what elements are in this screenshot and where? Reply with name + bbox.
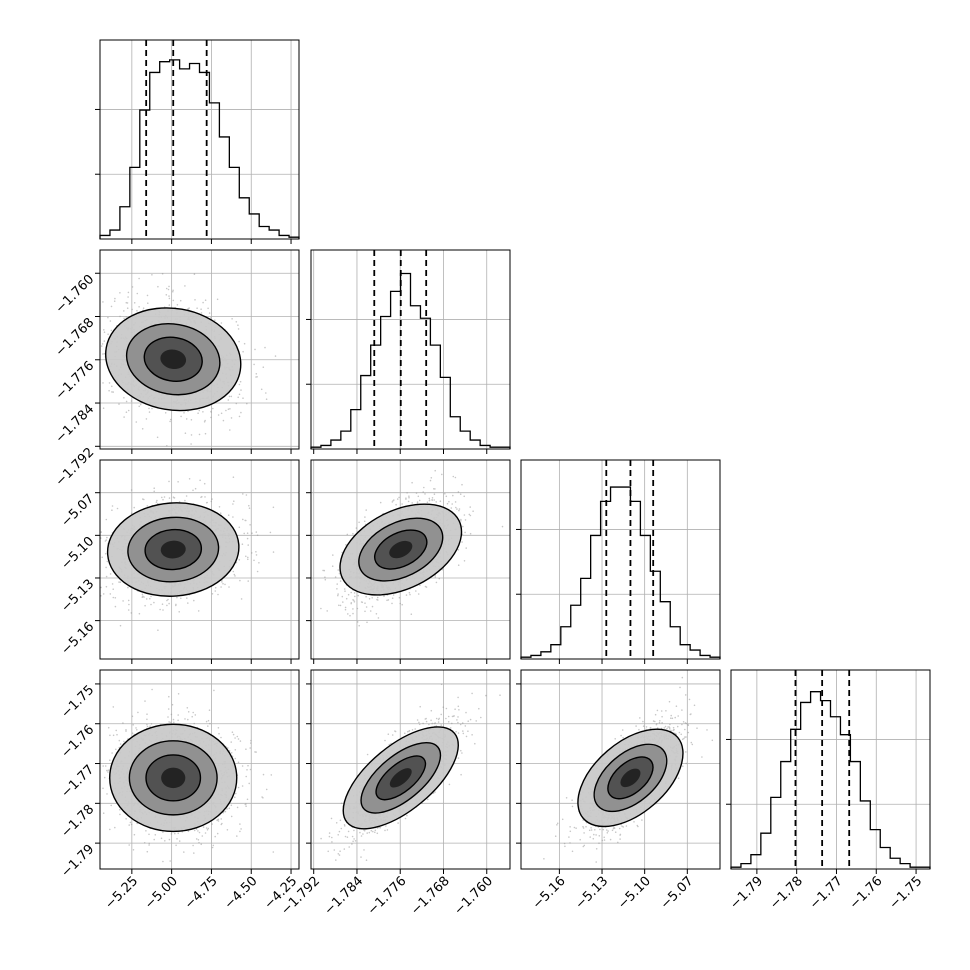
- y-tick-label: −1.792: [53, 445, 98, 490]
- x-tick-label: −5.25: [102, 874, 141, 913]
- panel-frame: [99, 459, 300, 660]
- density-contour: [360, 741, 442, 814]
- panel-frame: [99, 39, 300, 240]
- density-contour: [143, 336, 203, 382]
- x-tick-label: −4.75: [182, 874, 221, 913]
- panel-frame: [310, 669, 511, 870]
- panel-frame: [310, 459, 511, 660]
- density-contour: [106, 502, 240, 597]
- panel-frame: [520, 669, 721, 870]
- x-tick-label: −1.760: [451, 874, 496, 919]
- scatter-3-2: [320, 469, 504, 627]
- x-tick-label: −1.77: [807, 874, 846, 913]
- x-tick-label: −5.00: [142, 874, 181, 913]
- y-tick-label: −1.760: [53, 272, 98, 317]
- density-fill: [160, 349, 187, 370]
- density-contour: [374, 529, 428, 570]
- density-fill: [160, 540, 186, 559]
- density-contour: [577, 728, 684, 828]
- scatter-4-1: [100, 688, 275, 863]
- density-fill: [620, 768, 641, 788]
- y-tick-label: −5.07: [59, 491, 98, 530]
- density-contour: [109, 723, 238, 833]
- y-tick-label: −1.79: [59, 842, 98, 881]
- x-tick-label: −5.07: [658, 874, 697, 913]
- y-tick-label: −1.77: [59, 762, 98, 801]
- density-contour: [144, 528, 203, 571]
- histogram-3: [520, 486, 721, 659]
- x-tick-label: −5.10: [615, 874, 654, 913]
- y-tick-label: −1.76: [59, 722, 98, 761]
- density-contour: [358, 517, 444, 582]
- x-tick-label: −1.78: [767, 874, 806, 913]
- density-contour: [593, 743, 668, 813]
- panel-frame: [99, 249, 300, 450]
- histogram-2: [310, 272, 511, 449]
- density-contour: [128, 740, 218, 816]
- density-fill: [389, 540, 413, 559]
- x-tick-label: −1.784: [322, 874, 367, 919]
- density-fill: [161, 767, 186, 789]
- x-tick-label: −4.50: [222, 874, 261, 913]
- y-tick-label: −1.768: [53, 315, 98, 360]
- density-fill: [389, 768, 412, 788]
- y-tick-label: −1.784: [53, 402, 98, 447]
- y-tick-label: −5.10: [59, 534, 98, 573]
- x-tick-label: −1.768: [408, 874, 453, 919]
- scatter-4-2: [320, 683, 501, 861]
- x-tick-label: −1.75: [887, 874, 926, 913]
- y-tick-label: −1.78: [59, 802, 98, 841]
- density-contour: [342, 726, 459, 830]
- x-tick-label: −1.79: [727, 874, 766, 913]
- panel-frame: [730, 669, 931, 870]
- density-contour: [125, 323, 221, 396]
- density-contour: [127, 516, 220, 583]
- panel-frame: [520, 459, 721, 660]
- panel-frame: [99, 669, 300, 870]
- scatter-2-1: [100, 272, 277, 447]
- density-contour: [375, 755, 427, 801]
- x-tick-label: −1.776: [365, 874, 410, 919]
- scatter-4-3: [543, 676, 714, 863]
- scatter-3-1: [100, 476, 275, 631]
- histogram-1: [99, 59, 300, 239]
- density-contour: [339, 503, 463, 596]
- y-tick-label: −1.75: [59, 683, 98, 722]
- y-tick-label: −5.16: [59, 619, 98, 658]
- density-contour: [145, 754, 202, 802]
- density-contour: [104, 307, 242, 412]
- y-tick-label: −1.776: [53, 358, 98, 403]
- panel-frame: [310, 249, 511, 450]
- x-tick-label: −5.13: [573, 874, 612, 913]
- density-contour: [607, 756, 654, 800]
- y-tick-label: −5.13: [59, 577, 98, 616]
- histogram-4: [730, 691, 931, 869]
- x-tick-label: −1.76: [847, 874, 886, 913]
- x-tick-label: −5.16: [530, 874, 569, 913]
